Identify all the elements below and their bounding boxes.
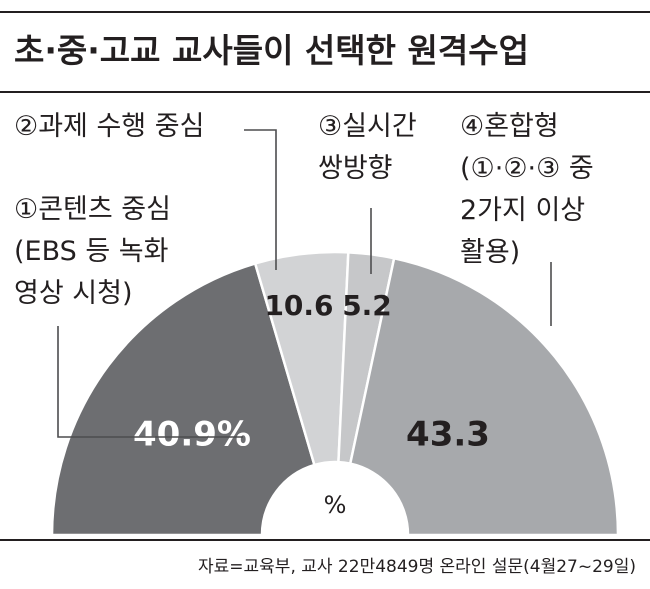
chart-title: 초·중·고교 교사들이 선택한 원격수업 [14, 31, 529, 70]
slices-layer: 40.9% 10.6 5.2 43.3 [50, 250, 620, 537]
value-label-realtime: 5.2 [342, 289, 392, 322]
category-label-mixed-line-2: (①·②·③ 중 [460, 153, 594, 184]
value-label-content: 40.9% [133, 415, 251, 455]
source-note: 자료=교육부, 교사 22만4849명 온라인 설문(4월27~29일) [198, 557, 636, 577]
leader-line-content [57, 326, 243, 438]
category-label-assignment-line-1: ②과제 수행 중심 [14, 111, 204, 142]
category-label-mixed-line-1: ④혼합형 [460, 111, 559, 142]
slice-mixed [348, 256, 620, 537]
leader-line-assignment [244, 129, 277, 270]
category-label-mixed-line-3: 2가지 이상 [460, 195, 585, 226]
slice-content [50, 261, 316, 537]
category-label-realtime-line-2: 쌍방향 [318, 153, 393, 184]
unit-label: % [324, 491, 347, 519]
category-label-realtime-line-1: ③실시간 [318, 111, 417, 142]
value-label-mixed: 43.3 [406, 415, 490, 455]
category-label-content-line-1: ①콘텐츠 중심 [14, 194, 171, 225]
value-label-assignment: 10.6 [264, 289, 333, 322]
leader-lines [57, 129, 552, 438]
category-label-content-line-3: 영상 시청) [14, 278, 132, 309]
category-label-mixed-line-4: 활용) [460, 237, 520, 268]
category-label-content-line-2: (EBS 등 녹화 [14, 236, 168, 267]
